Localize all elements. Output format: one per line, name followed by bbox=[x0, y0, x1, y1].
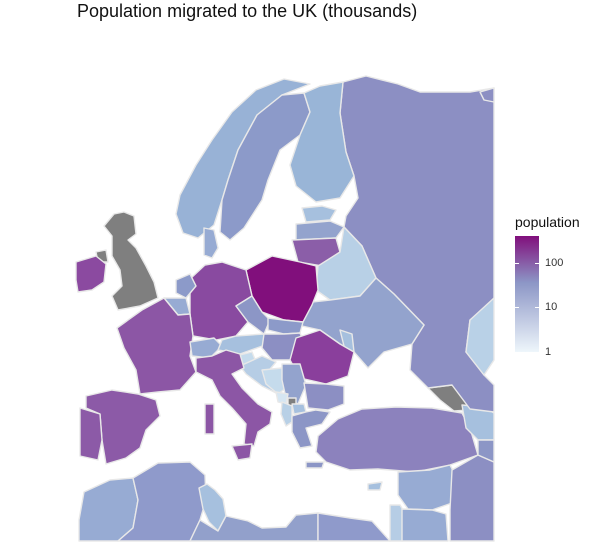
region-iraq bbox=[449, 454, 495, 542]
region-russia bbox=[339, 75, 495, 413]
region-svalbard-fragment bbox=[479, 87, 495, 103]
legend-title: population bbox=[515, 214, 580, 230]
region-jordan bbox=[401, 508, 449, 542]
region-libya bbox=[189, 512, 319, 542]
region-egypt bbox=[317, 512, 391, 542]
color-legend: population 1 10 100 bbox=[515, 214, 595, 364]
legend-tick-label: 10 bbox=[545, 301, 558, 314]
legend-tick-label: 100 bbox=[545, 256, 564, 269]
region-netherlands bbox=[175, 273, 197, 299]
region-portugal bbox=[79, 407, 103, 461]
region-turkey bbox=[315, 406, 479, 473]
legend-tick-mark bbox=[515, 262, 519, 264]
region-bosnia bbox=[261, 367, 287, 395]
region-estonia bbox=[301, 205, 337, 223]
region-sicily bbox=[231, 443, 253, 461]
region-greece bbox=[291, 409, 331, 449]
region-crete bbox=[305, 461, 325, 469]
region-cyprus bbox=[367, 481, 383, 491]
region-syria bbox=[397, 464, 459, 511]
legend-tick-mark bbox=[535, 262, 539, 264]
region-france bbox=[116, 297, 197, 395]
region-bulgaria bbox=[303, 382, 345, 411]
legend-tick-mark bbox=[535, 352, 539, 353]
legend-tick-mark bbox=[515, 307, 519, 309]
region-switzerland bbox=[189, 337, 223, 359]
legend-tick-label: 1 bbox=[545, 346, 552, 358]
map-title: Population migrated to the UK (thousands… bbox=[77, 1, 418, 21]
region-denmark bbox=[203, 227, 219, 259]
region-sardinia bbox=[204, 403, 215, 435]
legend-tick-mark bbox=[515, 352, 519, 353]
legend-colorbar bbox=[515, 236, 539, 352]
region-uk bbox=[103, 211, 159, 311]
region-latvia bbox=[295, 220, 345, 241]
region-ireland bbox=[75, 255, 107, 293]
region-italy bbox=[195, 349, 273, 447]
legend-tick-mark bbox=[535, 307, 539, 309]
region-finland bbox=[289, 81, 355, 203]
region-albania bbox=[280, 401, 293, 427]
region-kazakh-edge bbox=[465, 297, 495, 376]
region-iran bbox=[477, 439, 495, 463]
